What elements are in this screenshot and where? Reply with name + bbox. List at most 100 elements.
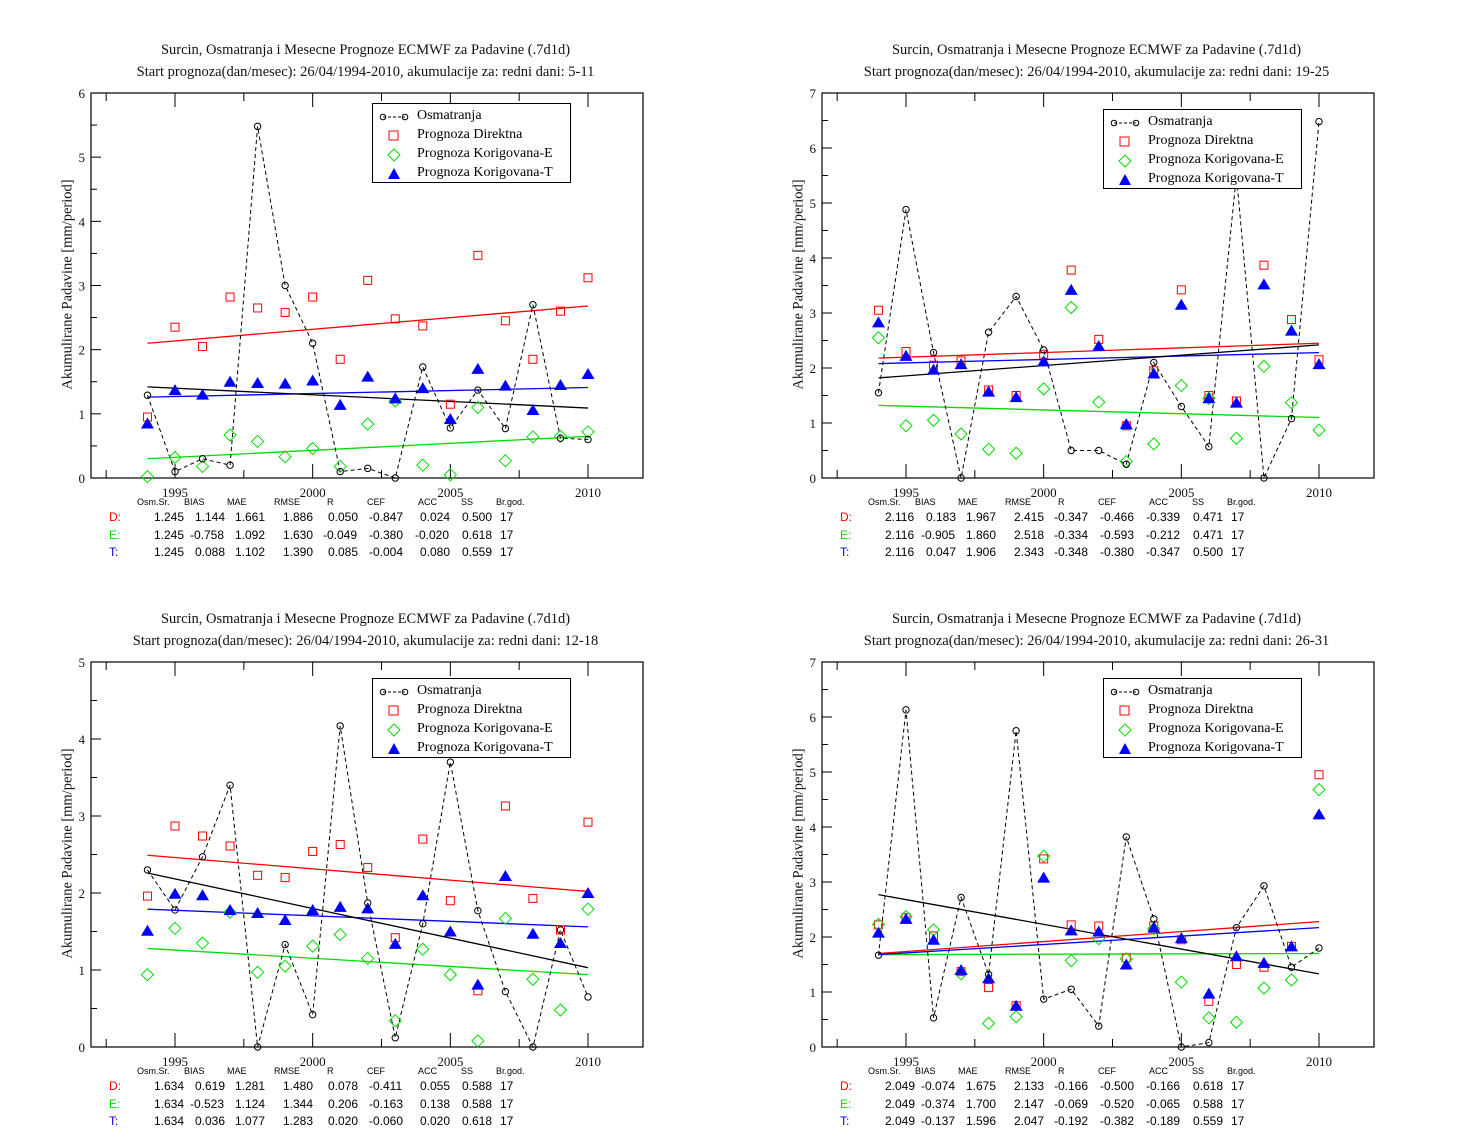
observed-series-point bbox=[281, 940, 289, 949]
plot-area: 0 1 2 3 4 5 1995 2000 2005 2010 bbox=[79, 655, 644, 1069]
stats-header: Br.god. bbox=[1227, 497, 1256, 507]
x-tick-label: 1995 bbox=[162, 485, 188, 500]
corrected-t-forecast-trend-line bbox=[878, 927, 1320, 956]
stats-header: R bbox=[1058, 1066, 1065, 1076]
observed-series-point bbox=[171, 906, 179, 914]
y-tick-label: 3 bbox=[79, 279, 86, 294]
corrected-t-forecast-point bbox=[1119, 418, 1133, 430]
stats-cell: -0.137 bbox=[921, 1114, 956, 1128]
stats-header: Osm.Sr. bbox=[868, 1066, 901, 1076]
stats-cell: 0.500 bbox=[1193, 545, 1224, 559]
corrected-t-forecast-point bbox=[581, 887, 595, 898]
stats-cell: -0.374 bbox=[921, 1097, 956, 1111]
stats-header: SS bbox=[461, 497, 474, 507]
stats-cell: 1.092 bbox=[235, 528, 266, 542]
stats-cell: -0.348 bbox=[1054, 545, 1089, 559]
stats-cell: 2.049 bbox=[885, 1079, 916, 1093]
stats-cell: 0.618 bbox=[462, 1114, 493, 1128]
stats-cell: 0.080 bbox=[420, 545, 451, 559]
corrected-e-forecast-point bbox=[1257, 981, 1271, 995]
stats-cell: 0.559 bbox=[1193, 1114, 1224, 1128]
observed-series-point bbox=[1260, 474, 1268, 482]
direct-forecast-point bbox=[500, 316, 510, 326]
stats-cell: 1.661 bbox=[235, 510, 266, 524]
corrected-e-forecast-point bbox=[1036, 849, 1051, 863]
observed-series-point bbox=[446, 424, 455, 432]
corrected-t-forecast-point bbox=[361, 370, 375, 382]
legend-item-observed: Osmatranja bbox=[1104, 682, 1301, 702]
legend-diamond-icon bbox=[1118, 154, 1132, 168]
corrected-t-forecast-point bbox=[927, 363, 941, 375]
stats-header: SS bbox=[461, 1066, 474, 1076]
direct-forecast-point bbox=[280, 307, 290, 317]
legend-square-icon bbox=[1119, 705, 1130, 716]
observed-series-line bbox=[146, 126, 589, 479]
y-tick-label: 2 bbox=[810, 930, 817, 945]
corrected-e-forecast-point bbox=[1036, 382, 1051, 396]
stats-cell: 17 bbox=[500, 1114, 514, 1128]
x-tick-label: 2005 bbox=[437, 1054, 463, 1069]
observed-series-point bbox=[501, 424, 510, 433]
observed-series-point bbox=[584, 435, 592, 444]
stats-cell: 0.618 bbox=[1193, 1079, 1224, 1093]
corrected-e-forecast-point bbox=[1257, 359, 1271, 374]
legend-item-corrected-e: Prognoza Korigovana-E bbox=[1104, 151, 1301, 171]
direct-forecast-point bbox=[873, 305, 883, 315]
plot-area: 0 1 2 3 4 5 6 7 1995 2000 2005 2010 bbox=[810, 655, 1375, 1069]
stats-header: CEF bbox=[1098, 497, 1116, 507]
stats-row-label: D: bbox=[840, 1079, 852, 1093]
y-tick-label: 3 bbox=[79, 809, 86, 824]
direct-forecast-point bbox=[583, 273, 593, 283]
corrected-t-forecast-point bbox=[498, 379, 512, 391]
stats-cell: 1.634 bbox=[154, 1097, 185, 1111]
corrected-e-forecast-point bbox=[1064, 953, 1078, 968]
stats-row-label: E: bbox=[840, 1097, 852, 1111]
x-tick-label: 2010 bbox=[1306, 485, 1332, 500]
corrected-t-forecast-point bbox=[1257, 956, 1271, 968]
stats-cell: 0.036 bbox=[195, 1114, 226, 1128]
direct-forecast-point bbox=[583, 817, 593, 827]
observed-series-point bbox=[1315, 117, 1323, 126]
corrected-e-forecast-point bbox=[1229, 431, 1244, 446]
legend-triangle-icon bbox=[1119, 174, 1131, 185]
observed-series-point bbox=[1122, 460, 1130, 468]
corrected-e-forecast-point bbox=[1092, 395, 1106, 409]
legend: Osmatranja Prognoza Direktna Prognoza Ko… bbox=[372, 678, 571, 758]
observed-series-point bbox=[253, 122, 262, 131]
x-tick-label: 2000 bbox=[300, 1054, 326, 1069]
observed-series-point bbox=[1287, 414, 1296, 423]
corrected-t-forecast-point bbox=[899, 912, 913, 924]
x-tick-label: 2005 bbox=[1168, 485, 1194, 500]
stats-cell: -0.466 bbox=[1100, 510, 1135, 524]
stats-cell: 0.078 bbox=[328, 1079, 359, 1093]
y-tick-label: 5 bbox=[79, 655, 86, 670]
corrected-t-forecast-point bbox=[1147, 921, 1161, 933]
corrected-t-forecast-point bbox=[553, 378, 567, 390]
stats-header: CEF bbox=[1098, 1066, 1116, 1076]
stats-cell: 1.700 bbox=[966, 1097, 997, 1111]
corrected-e-forecast-point bbox=[168, 450, 182, 465]
stats-header: ACC bbox=[1149, 497, 1169, 507]
stats-cell: 1.634 bbox=[154, 1114, 185, 1128]
direct-forecast-trend-line bbox=[147, 305, 589, 344]
stats-row-label: E: bbox=[840, 528, 852, 542]
stats-header: CEF bbox=[367, 1066, 385, 1076]
corrected-e-forecast-point bbox=[871, 331, 886, 345]
corrected-e-forecast-point bbox=[305, 441, 320, 456]
direct-forecast-point bbox=[528, 893, 538, 903]
stats-cell: -0.380 bbox=[1100, 545, 1135, 559]
stats-cell: -0.758 bbox=[190, 528, 225, 542]
corrected-t-forecast-point bbox=[899, 349, 913, 361]
observed-series-point bbox=[929, 1014, 938, 1022]
direct-forecast-point bbox=[1066, 265, 1076, 275]
stats-cell: -0.166 bbox=[1146, 1079, 1181, 1093]
stats-cell: 0.588 bbox=[1193, 1097, 1224, 1111]
observed-series-point bbox=[419, 920, 427, 928]
stats-cell: 0.183 bbox=[926, 510, 957, 524]
legend: Osmatranja Prognoza Direktna Prognoza Ko… bbox=[372, 103, 571, 183]
chart-title: Surcin, Osmatranja i Mesecne Prognoze EC… bbox=[160, 611, 571, 627]
legend-item-observed: Osmatranja bbox=[373, 107, 570, 127]
direct-forecast-point bbox=[308, 846, 318, 856]
observed-series-point bbox=[1150, 358, 1158, 367]
y-tick-label: 7 bbox=[810, 86, 817, 101]
